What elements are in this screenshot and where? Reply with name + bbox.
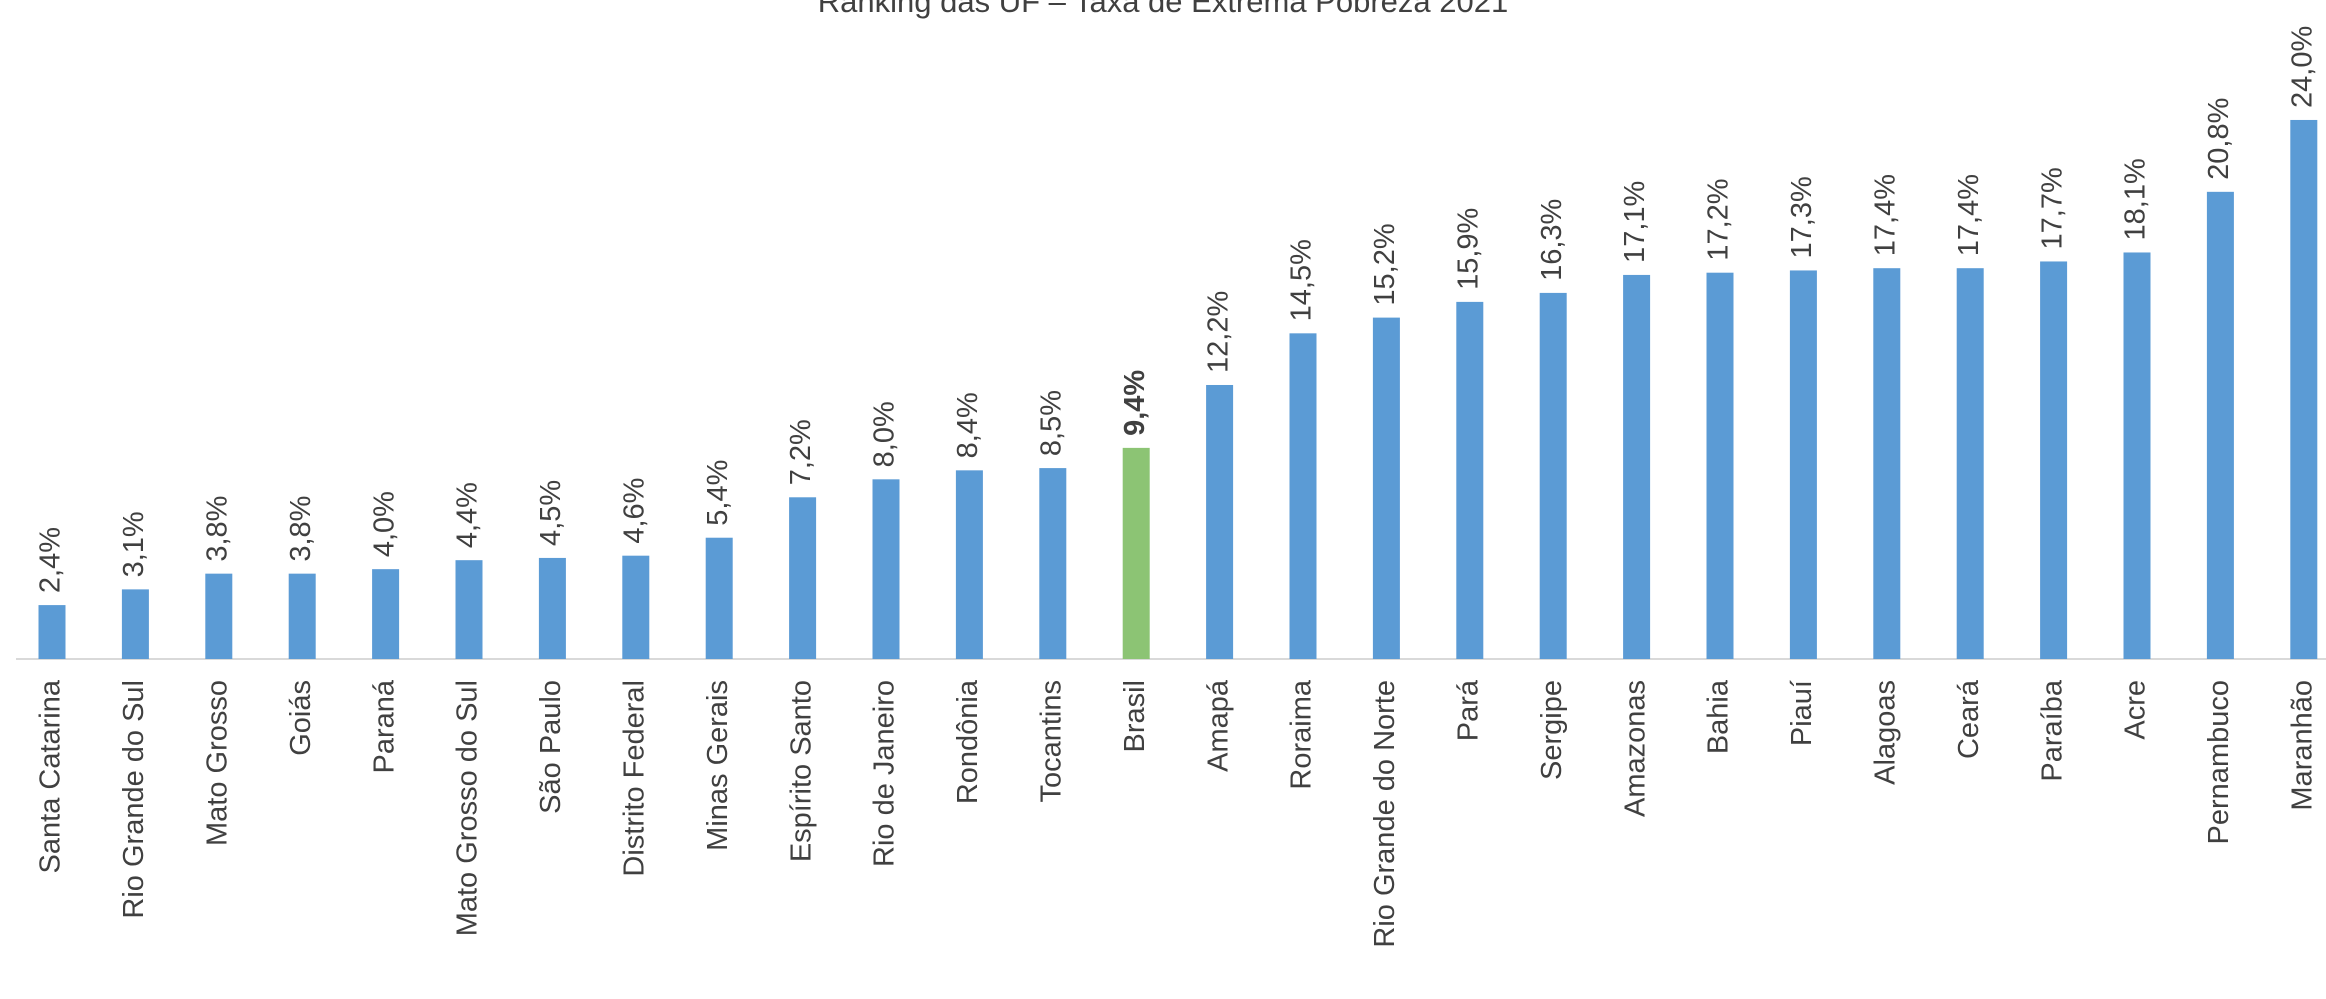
x-tick-label: Paraíba — [2036, 679, 2068, 781]
bar — [1956, 268, 1984, 659]
bar — [2290, 119, 2318, 659]
value-label: 8,0% — [869, 401, 901, 467]
bar — [872, 479, 900, 659]
x-tick-label: Minas Gerais — [702, 680, 734, 851]
x-tick-label: Sergipe — [1536, 680, 1568, 780]
bar — [1623, 274, 1651, 659]
x-tick-label: Espírito Santo — [785, 680, 817, 862]
x-tick-label: Bahia — [1703, 679, 1735, 754]
value-label: 9,4% — [1119, 370, 1151, 436]
value-label: 24,0% — [2286, 26, 2318, 108]
bar — [205, 573, 233, 659]
x-tick-label: Pará — [1452, 679, 1484, 741]
value-label: 3,8% — [285, 496, 317, 562]
value-label: 12,2% — [1202, 291, 1234, 373]
x-tick-label: Brasil — [1119, 680, 1151, 753]
value-label: 17,4% — [1953, 174, 1985, 256]
x-tick-label: Roraima — [1286, 679, 1318, 789]
bar — [1456, 301, 1484, 659]
x-tick-label: Alagoas — [1869, 680, 1901, 785]
bar — [1039, 468, 1067, 659]
x-tick-label: Rondônia — [952, 679, 984, 804]
bar — [1289, 333, 1317, 659]
value-label: 17,3% — [1786, 176, 1818, 258]
bar — [789, 497, 817, 659]
bar — [622, 555, 650, 659]
value-label: 20,8% — [2203, 98, 2235, 180]
value-label: 17,4% — [1869, 174, 1901, 256]
x-tick-label: Mato Grosso — [201, 680, 233, 846]
value-label: 7,2% — [785, 419, 817, 485]
x-tick-label: Acre — [2120, 680, 2152, 740]
bar — [121, 589, 149, 659]
bar — [1789, 270, 1817, 659]
x-tick-label: Pernambuco — [2203, 680, 2235, 844]
bar — [955, 470, 983, 659]
bar — [2123, 252, 2151, 659]
bar — [1873, 268, 1901, 659]
x-tick-label: Tocantins — [1035, 680, 1067, 803]
x-tick-label: São Paulo — [535, 680, 567, 814]
value-label: 2,4% — [35, 527, 67, 593]
value-label: 16,3% — [1536, 199, 1568, 281]
value-label: 18,1% — [2120, 158, 2152, 240]
value-label: 4,4% — [452, 482, 484, 548]
chart-title: Ranking das UF – Taxa de Extrema Pobreza… — [818, 0, 1508, 19]
value-label: 8,4% — [952, 392, 984, 458]
bar — [1372, 317, 1400, 659]
bar — [2040, 261, 2068, 659]
bar — [455, 560, 483, 659]
value-label: 15,2% — [1369, 223, 1401, 305]
bar — [1706, 272, 1734, 659]
value-label: 5,4% — [702, 460, 734, 526]
value-label: 3,1% — [118, 511, 150, 577]
x-tick-label: Amapá — [1202, 679, 1234, 772]
bar — [288, 573, 316, 659]
bar — [1206, 384, 1234, 659]
value-label: 17,1% — [1619, 181, 1651, 263]
value-label: 4,5% — [535, 480, 567, 546]
x-tick-label: Ceará — [1953, 679, 1985, 759]
x-tick-label: Rio Grande do Sul — [118, 680, 150, 919]
value-label: 3,8% — [201, 496, 233, 562]
bar — [705, 537, 733, 659]
value-label: 14,5% — [1286, 239, 1318, 321]
bar — [1539, 292, 1567, 659]
value-label: 17,7% — [2036, 167, 2068, 249]
x-tick-label: Rio de Janeiro — [869, 680, 901, 867]
bar — [538, 557, 566, 659]
bar — [38, 605, 66, 659]
bar — [1122, 447, 1150, 659]
x-tick-label: Santa Catarina — [35, 679, 67, 873]
x-tick-label: Piauí — [1786, 680, 1818, 746]
bar — [372, 569, 400, 659]
value-label: 4,6% — [618, 478, 650, 544]
x-tick-label: Paraná — [368, 679, 400, 773]
x-tick-label: Rio Grande do Norte — [1369, 680, 1401, 948]
value-label: 15,9% — [1452, 208, 1484, 290]
x-tick-label: Distrito Federal — [618, 680, 650, 877]
x-tick-label: Maranhão — [2286, 680, 2318, 811]
x-tick-label: Amazonas — [1619, 680, 1651, 817]
x-tick-label: Mato Grosso do Sul — [452, 680, 484, 936]
value-label: 4,0% — [368, 491, 400, 557]
bar — [2206, 191, 2234, 659]
value-label: 8,5% — [1035, 390, 1067, 456]
x-tick-label: Goiás — [285, 680, 317, 756]
value-label: 17,2% — [1703, 178, 1735, 260]
